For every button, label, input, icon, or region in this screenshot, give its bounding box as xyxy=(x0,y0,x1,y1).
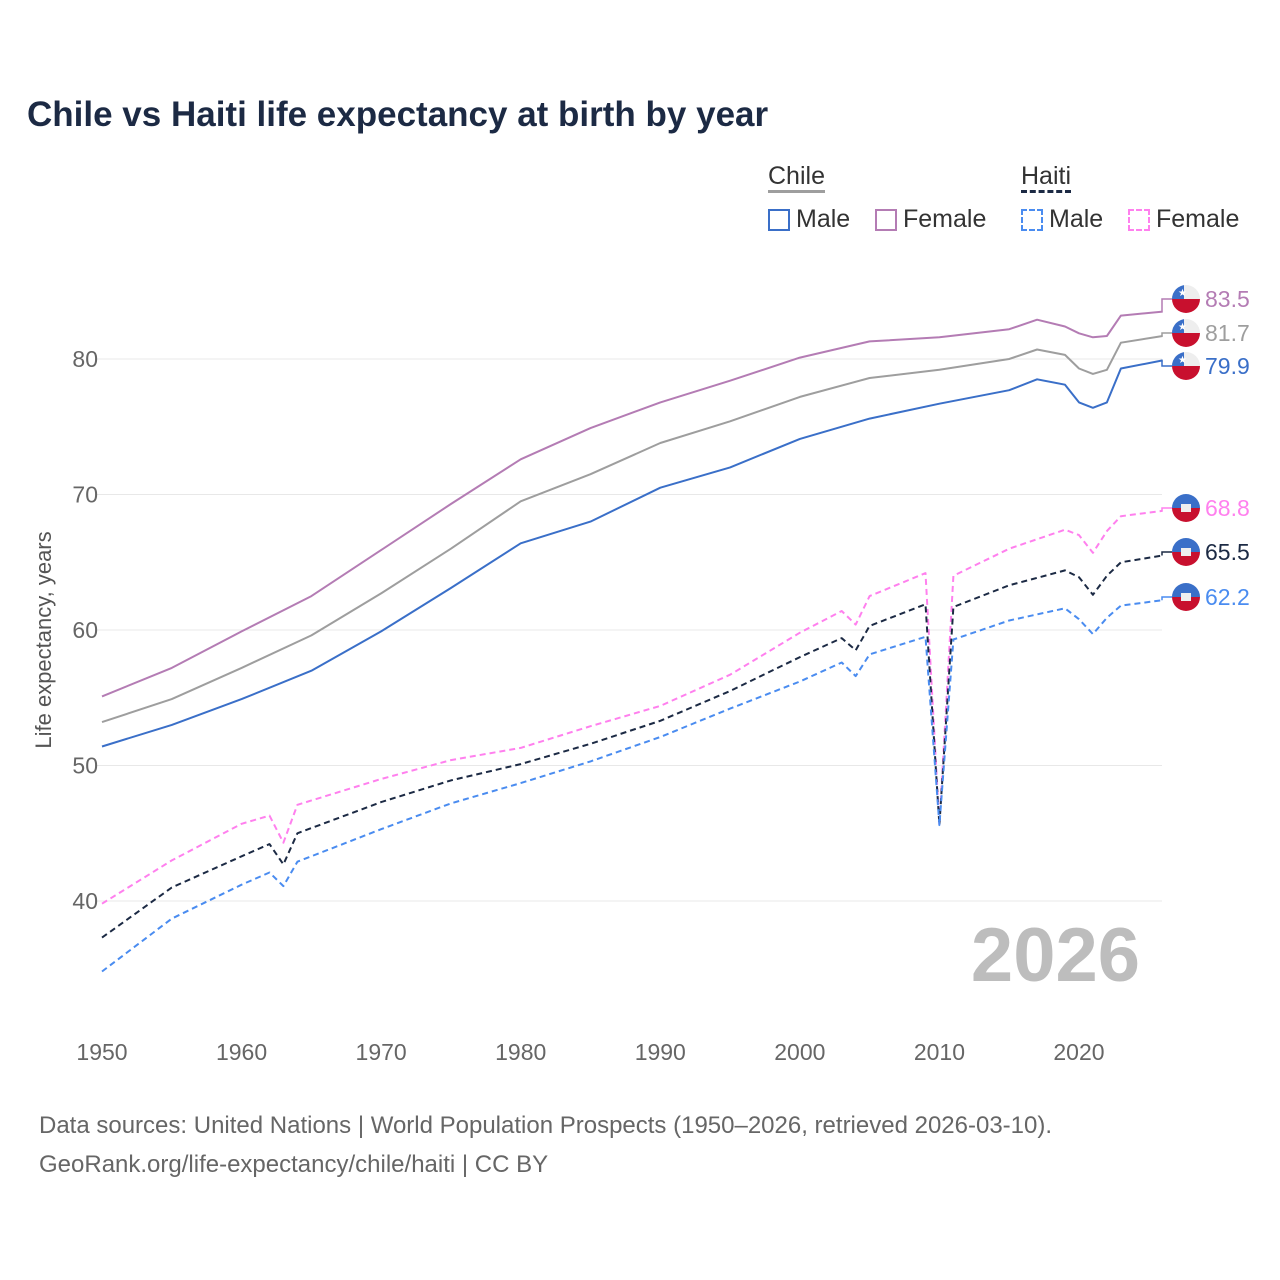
legend-haiti-female[interactable]: Female xyxy=(1128,205,1239,234)
source-line-1: Data sources: United Nations | World Pop… xyxy=(39,1112,1053,1139)
series-line-haiti xyxy=(101,554,1163,939)
flag-body: ★ xyxy=(1172,319,1200,347)
legend-swatch xyxy=(1128,208,1150,231)
x-tick-label: 1970 xyxy=(356,1039,407,1065)
end-label-leader xyxy=(1161,507,1172,511)
flag-blue xyxy=(1172,494,1200,508)
end-value-label: 62.2 xyxy=(1205,584,1250,610)
end-label-leader xyxy=(1161,360,1172,367)
series-line-haiti-male xyxy=(101,599,1163,973)
legend-swatch xyxy=(1021,208,1043,231)
flag-icon-haiti xyxy=(1172,583,1200,611)
end-value-label: 81.7 xyxy=(1205,320,1250,346)
end-value-label: 79.9 xyxy=(1205,353,1250,379)
x-tick-label: 1950 xyxy=(76,1039,127,1065)
legend-label: Female xyxy=(903,205,987,233)
legend-swatch xyxy=(875,208,897,231)
flag-red xyxy=(1172,333,1200,347)
legend-chile-female[interactable]: Female xyxy=(875,205,986,234)
flag-body xyxy=(1172,494,1200,522)
legend-chile-male[interactable]: Male xyxy=(768,205,850,234)
y-axis-label: Life expectancy, years xyxy=(31,531,56,748)
flag-body: ★ xyxy=(1172,285,1200,313)
flag-body: ★ xyxy=(1172,352,1200,380)
source-note: Data sources: United Nations | World Pop… xyxy=(39,1106,1052,1184)
legend-group-haiti: Haiti xyxy=(1021,162,1072,193)
year-watermark: 2026 xyxy=(970,913,1140,998)
flag-blue xyxy=(1172,538,1200,552)
star-icon: ★ xyxy=(1178,288,1187,299)
flag-blue xyxy=(1172,583,1200,597)
legend-label: Male xyxy=(1049,205,1104,233)
series-line-haiti-female xyxy=(101,509,1163,905)
legend-group-chile: Chile xyxy=(768,162,825,193)
series-line-chile-male xyxy=(101,359,1163,748)
y-tick-label: 70 xyxy=(72,482,98,508)
x-tick-label: 2010 xyxy=(914,1039,965,1065)
y-tick-label: 80 xyxy=(72,346,98,372)
x-tick-label: 1960 xyxy=(216,1039,267,1065)
end-value-label: 68.8 xyxy=(1205,495,1250,521)
end-label-leader xyxy=(1161,551,1172,556)
x-tick-label: 2020 xyxy=(1053,1039,1104,1065)
series-line-chile-female xyxy=(101,310,1163,698)
end-label-leader xyxy=(1161,298,1172,312)
flag-red xyxy=(1172,552,1200,566)
coat-of-arms xyxy=(1181,593,1191,601)
legend-haiti-male[interactable]: Male xyxy=(1021,205,1103,234)
flag-red xyxy=(1172,299,1200,313)
flag-icon-chile: ★ xyxy=(1172,285,1200,313)
flag-icon-haiti xyxy=(1172,538,1200,566)
y-tick-label: 40 xyxy=(72,888,98,914)
coat-of-arms xyxy=(1181,548,1191,556)
legend-label: Male xyxy=(796,205,851,233)
flag-red xyxy=(1172,597,1200,611)
flag-body xyxy=(1172,583,1200,611)
flag-icon-chile: ★ xyxy=(1172,352,1200,380)
flag-red xyxy=(1172,366,1200,380)
chart-title: Chile vs Haiti life expectancy at birth … xyxy=(27,95,769,134)
end-value-label: 83.5 xyxy=(1205,286,1250,312)
star-icon: ★ xyxy=(1178,322,1187,333)
end-label-leader xyxy=(1161,332,1172,336)
flag-icon-chile: ★ xyxy=(1172,319,1200,347)
legend-swatch xyxy=(768,208,790,231)
star-icon: ★ xyxy=(1178,355,1187,366)
flag-red xyxy=(1172,508,1200,522)
y-tick-label: 60 xyxy=(72,617,98,643)
series-line-chile xyxy=(101,335,1163,724)
x-tick-label: 1980 xyxy=(495,1039,546,1065)
x-tick-label: 2000 xyxy=(774,1039,825,1065)
y-tick-label: 50 xyxy=(72,753,98,779)
end-value-label: 65.5 xyxy=(1205,539,1250,565)
end-label-leader xyxy=(1161,596,1172,601)
x-tick-label: 1990 xyxy=(635,1039,686,1065)
coat-of-arms xyxy=(1181,504,1191,512)
flag-body xyxy=(1172,538,1200,566)
flag-icon-haiti xyxy=(1172,494,1200,522)
legend-label: Female xyxy=(1156,205,1240,233)
source-line-2[interactable]: GeoRank.org/life-expectancy/chile/haiti … xyxy=(39,1151,549,1178)
